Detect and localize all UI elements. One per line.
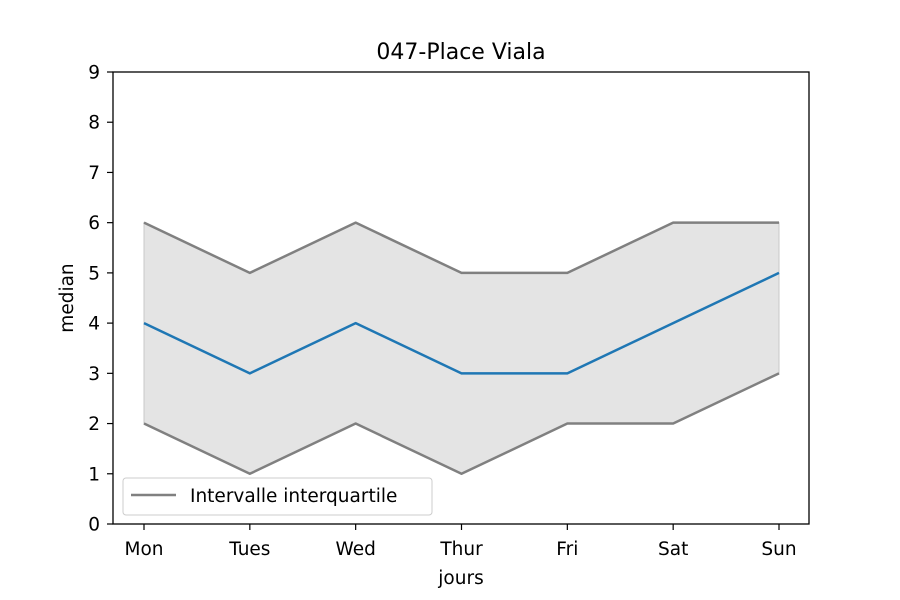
y-axis-ticks: 0 1 2 3 4 5 6 7 8 9 <box>88 63 113 536</box>
chart-title: 047-Place Viala <box>376 40 545 65</box>
y-tick-label: 8 <box>88 113 100 134</box>
legend: Intervalle interquartile <box>122 477 433 516</box>
x-tick-label: Fri <box>556 539 578 560</box>
series-line-median <box>143 271 780 375</box>
y-tick-label: 9 <box>88 63 100 84</box>
x-tick-label: Sat <box>658 539 688 560</box>
legend-box <box>122 477 433 516</box>
x-tick-label: Wed <box>335 539 375 560</box>
legend-label-interquartile: Intervalle interquartile <box>190 486 397 507</box>
y-axis-label: median <box>57 263 78 332</box>
y-tick-label: 2 <box>88 414 100 435</box>
x-tick-label: Thur <box>439 539 483 560</box>
series-line-q1 <box>143 372 780 476</box>
series-lines-layer <box>143 221 780 476</box>
x-tick-label: Tues <box>228 539 270 560</box>
y-tick-label: 7 <box>88 163 100 184</box>
x-axis-ticks: Mon Tues Wed Thur Fri Sat Sun <box>124 524 797 560</box>
interquartile-band <box>143 221 780 475</box>
interquartile-band-layer <box>143 221 780 475</box>
x-tick-label: Sun <box>761 539 796 560</box>
y-tick-label: 6 <box>88 213 100 234</box>
y-tick-label: 3 <box>88 364 100 385</box>
y-tick-label: 5 <box>88 263 100 284</box>
series-line-q3 <box>143 221 779 275</box>
y-tick-label: 1 <box>88 464 100 485</box>
y-tick-label: 0 <box>88 515 100 536</box>
x-tick-label: Mon <box>124 539 163 560</box>
x-axis-label: jours <box>437 568 483 589</box>
y-tick-label: 4 <box>88 314 100 335</box>
